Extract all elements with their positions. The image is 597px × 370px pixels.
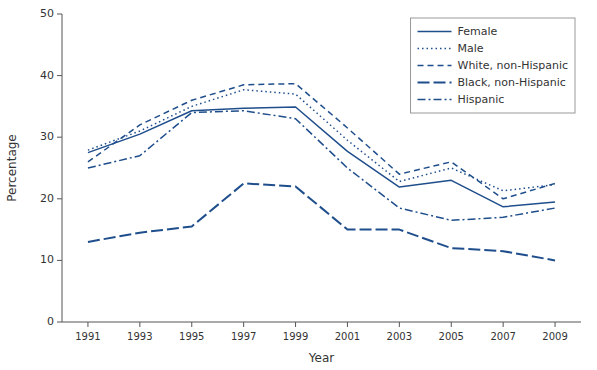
x-tick-label: 2001 <box>335 331 360 342</box>
x-tick <box>555 322 556 327</box>
legend-box <box>411 18 575 113</box>
x-tick-label: 1995 <box>179 331 204 342</box>
y-tick <box>57 75 62 76</box>
y-tick-label: 0 <box>47 315 54 328</box>
legend-label: Female <box>458 25 498 38</box>
x-tick <box>243 322 244 327</box>
x-axis-label: Year <box>308 351 334 365</box>
legend-swatch <box>418 48 452 50</box>
legend-swatch <box>418 31 452 33</box>
x-tick-label: 2007 <box>490 331 515 342</box>
y-tick-label: 20 <box>40 192 54 205</box>
chart-svg: 0 10 20 30 40 50 1991 1993 1995 1997 1999 2001 2003 2… <box>0 0 597 370</box>
legend-swatch <box>418 65 452 67</box>
x-tick <box>503 322 504 327</box>
axes: 0 10 20 30 40 50 1991 1993 1995 1997 1999 2001 2003 2… <box>40 7 581 342</box>
y-axis-line <box>62 14 63 322</box>
series-line <box>88 111 555 221</box>
legend: Female Male White, non-Hispanic Black, non-… <box>411 18 575 113</box>
x-tick-label: 1997 <box>231 331 256 342</box>
legend-label: Hispanic <box>458 93 505 106</box>
y-tick <box>57 322 62 323</box>
y-axis-label: Percentage <box>5 134 19 202</box>
legend-swatch <box>418 82 452 84</box>
x-tick-label: 1999 <box>283 331 308 342</box>
series-line <box>88 107 555 207</box>
y-tick-label: 40 <box>40 69 54 82</box>
series-line <box>88 183 555 260</box>
y-tick <box>57 260 62 261</box>
x-tick-label: 2009 <box>542 331 567 342</box>
x-tick <box>451 322 452 327</box>
x-tick-label: 1993 <box>127 331 152 342</box>
y-tick-label: 10 <box>40 253 54 266</box>
x-tick <box>87 322 88 327</box>
x-tick <box>139 322 140 327</box>
y-tick <box>57 198 62 199</box>
legend-swatch <box>418 99 452 101</box>
y-tick <box>57 137 62 138</box>
x-tick <box>295 322 296 327</box>
x-tick-label: 2005 <box>439 331 464 342</box>
x-tick <box>347 322 348 327</box>
legend-label: Male <box>458 42 484 55</box>
legend-label: White, non-Hispanic <box>458 59 568 72</box>
x-tick-label: 1991 <box>75 331 100 342</box>
y-tick-label: 50 <box>40 7 54 20</box>
chart-container: 0 10 20 30 40 50 1991 1993 1995 1997 1999 2001 2003 2… <box>0 0 597 370</box>
x-tick-label: 2003 <box>387 331 412 342</box>
x-tick <box>191 322 192 327</box>
x-tick <box>399 322 400 327</box>
y-tick-label: 30 <box>40 130 54 143</box>
y-tick <box>57 14 62 15</box>
legend-label: Black, non-Hispanic <box>458 76 566 89</box>
